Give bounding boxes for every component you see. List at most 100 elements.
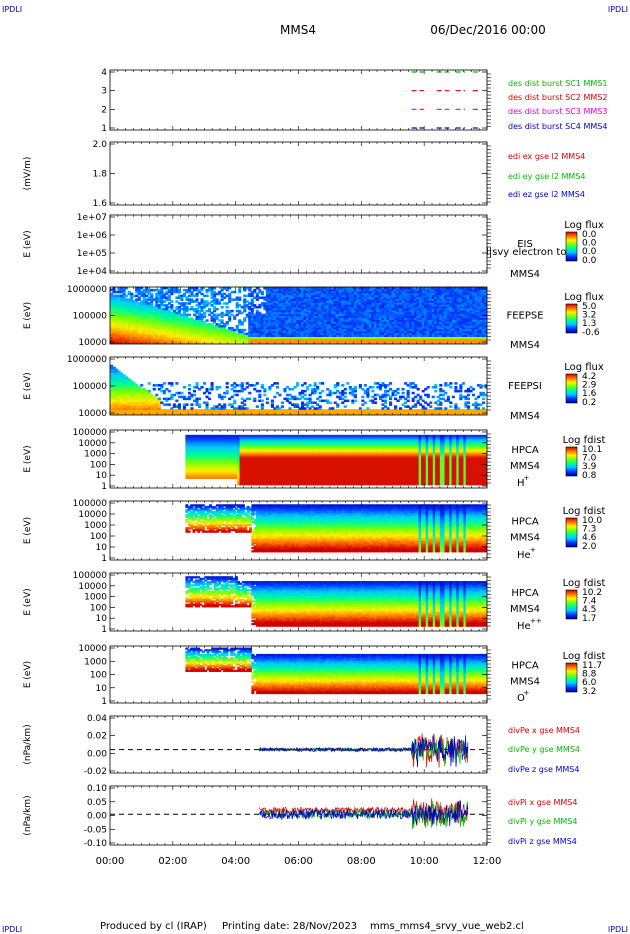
time-tick-6: 12:00 — [473, 856, 502, 867]
panel-8-colorbar-tick-3: 3.2 — [582, 687, 596, 697]
panel-6-ytick-2: 100 — [90, 532, 107, 542]
panel-4-ytick-0: 10000 — [78, 409, 107, 419]
panel-0-data — [411, 71, 481, 129]
panel-9-legend-1: divPe y gse MMS4 — [508, 745, 580, 754]
panel-0-legend-1: des dist burst SC2 MMS2 — [508, 93, 607, 102]
spacecraft-title: MMS4 — [280, 23, 316, 37]
panel-8-species-charge: + — [524, 689, 530, 697]
panel-10-ytick-1: -0.05 — [84, 825, 107, 835]
panel-4-colorbar-tick-0: 4.2 — [582, 372, 596, 382]
panel-6-colorbar-tick-1: 7.3 — [582, 525, 596, 535]
panel-5-colorbar-tick-3: 0.8 — [582, 471, 597, 481]
panel-1-legend-0: edi ex gse l2 MMS4 — [508, 152, 585, 161]
panel-8-colorbar-title: Log fdist — [563, 651, 606, 662]
panel-6-ylabel: E (eV) — [23, 517, 33, 544]
panel-6-sc-label: MMS4 — [510, 533, 540, 544]
panel-5-data — [185, 434, 487, 486]
panel-7-species-charge: ++ — [530, 617, 542, 625]
panel-7-colorbar — [565, 589, 578, 620]
panel-2-ytick-1: 1e+05 — [77, 249, 107, 259]
panel-10-legend-2: divPi z gse MMS4 — [508, 837, 577, 846]
panel-5-species-charge: + — [524, 474, 530, 482]
panel-2-overlay-text: l|svy electron to — [486, 247, 566, 258]
panel-7-ytick-5: 100000 — [73, 571, 108, 581]
panel-5-species: H — [517, 478, 525, 489]
panel-1-ylabel: (mV/m) — [23, 157, 33, 191]
corner-label-top-left: IPDLI — [2, 5, 22, 14]
panel-3-colorbar-tick-3: -0.6 — [582, 328, 600, 338]
panel-4-data — [110, 364, 487, 415]
panel-1-ytick-2: 2.0 — [93, 140, 108, 150]
panel-1-frame — [109, 141, 488, 206]
panel-0-legend-2: des dist burst SC3 MMS3 — [508, 107, 607, 116]
panel-8-ytick-1: 10 — [96, 684, 108, 694]
panel-10-ytick-3: 0.05 — [87, 798, 107, 808]
panel-9-ytick-1: 0.00 — [87, 749, 107, 759]
panel-4-colorbar-tick-2: 1.6 — [582, 389, 597, 399]
panel-3-sc-label: MMS4 — [510, 340, 540, 351]
panel-2-frame — [109, 214, 488, 274]
panel-8-ytick-0: 1 — [101, 697, 107, 707]
footer-filename: mms_mms4_srvy_vue_web2.cl — [370, 921, 524, 932]
time-tick-2: 04:00 — [221, 856, 250, 867]
panel-7-ytick-1: 10 — [96, 614, 108, 624]
panel-8-instrument-label: HPCA — [511, 661, 539, 672]
panel-10-ytick-2: 0.00 — [87, 812, 107, 822]
panel-5-colorbar — [565, 446, 578, 477]
panel-10-series-2 — [259, 799, 469, 827]
panel-6-ytick-5: 100000 — [73, 499, 108, 509]
panel-6-data — [185, 504, 487, 553]
panel-9-ytick-2: 0.02 — [87, 732, 107, 742]
panel-2-colorbar — [565, 231, 578, 262]
time-tick-0: 00:00 — [96, 856, 125, 867]
corner-label-top-right: IPDLI — [608, 5, 628, 14]
time-tick-3: 06:00 — [284, 856, 313, 867]
panel-5-instrument-label: HPCA — [511, 445, 539, 456]
panel-5-ylabel: E (eV) — [23, 445, 33, 472]
panel-10-ytick-4: 0.10 — [87, 784, 107, 794]
panel-3-colorbar — [565, 303, 578, 334]
panel-7-data — [185, 576, 487, 627]
panel-8-data — [185, 647, 487, 695]
panel-5-colorbar-tick-1: 7.0 — [582, 454, 597, 464]
panel-5-colorbar-title: Log fdist — [563, 435, 606, 446]
panel-6-ytick-3: 1000 — [84, 521, 107, 531]
panel-8-ytick-3: 1000 — [84, 657, 107, 667]
panel-2-ylabel: E (eV) — [23, 230, 33, 257]
panel-10-legend-0: divPi x gse MMS4 — [508, 798, 577, 807]
panel-4-colorbar — [565, 373, 578, 404]
panel-2-colorbar-title: Log flux — [564, 220, 604, 231]
panel-9-ytick-3: 0.04 — [87, 714, 107, 724]
panel-6-colorbar — [565, 517, 578, 548]
panel-6-colorbar-tick-3: 2.0 — [582, 542, 597, 552]
panel-6-species: He — [517, 550, 531, 561]
panel-5-ytick-0: 1 — [101, 482, 107, 492]
panel-9-data — [110, 733, 487, 768]
panel-8-colorbar-tick-2: 6.0 — [582, 678, 597, 688]
panel-8-ytick-4: 10000 — [78, 644, 107, 654]
panel-7-instrument-label: HPCA — [511, 588, 539, 599]
plot-date: 06/Dec/2016 00:00 — [430, 23, 546, 37]
panel-0-ytick-1: 2 — [101, 105, 107, 115]
panel-1-legend-1: edi ey gse l2 MMS4 — [508, 172, 586, 181]
footer-printing-date: Printing date: 28/Nov/2023 — [222, 921, 357, 932]
panel-4-ytick-1: 100000 — [73, 382, 108, 392]
panel-8-sc-label: MMS4 — [510, 677, 540, 688]
panel-7-species: He — [517, 621, 531, 632]
corner-label-bottom-left: IPDLI — [2, 925, 22, 934]
panel-7-sc-label: MMS4 — [510, 604, 540, 615]
panel-10-legend-1: divPi y gse MMS4 — [508, 817, 577, 826]
panel-4-colorbar-title: Log flux — [564, 362, 604, 373]
corner-label-bottom-right: IPDLI — [608, 925, 628, 934]
panel-2-sc-label: MMS4 — [510, 269, 540, 280]
panel-7-colorbar-tick-3: 1.7 — [582, 614, 596, 624]
panel-0-frame — [109, 69, 488, 131]
panel-2-ytick-3: 1e+07 — [77, 213, 107, 223]
panel-0-ytick-3: 4 — [101, 68, 107, 78]
panel-2-colorbar-tick-3: 0.0 — [582, 256, 597, 266]
panel-5-ytick-5: 100000 — [73, 428, 108, 438]
panel-3-colorbar-tick-1: 3.2 — [582, 311, 596, 321]
panel-9-ylabel: (nPa/km) — [23, 724, 33, 764]
panel-1-legend-2: edi ez gse l2 MMS4 — [508, 190, 585, 199]
panel-3-ylabel: E (eV) — [23, 302, 33, 329]
